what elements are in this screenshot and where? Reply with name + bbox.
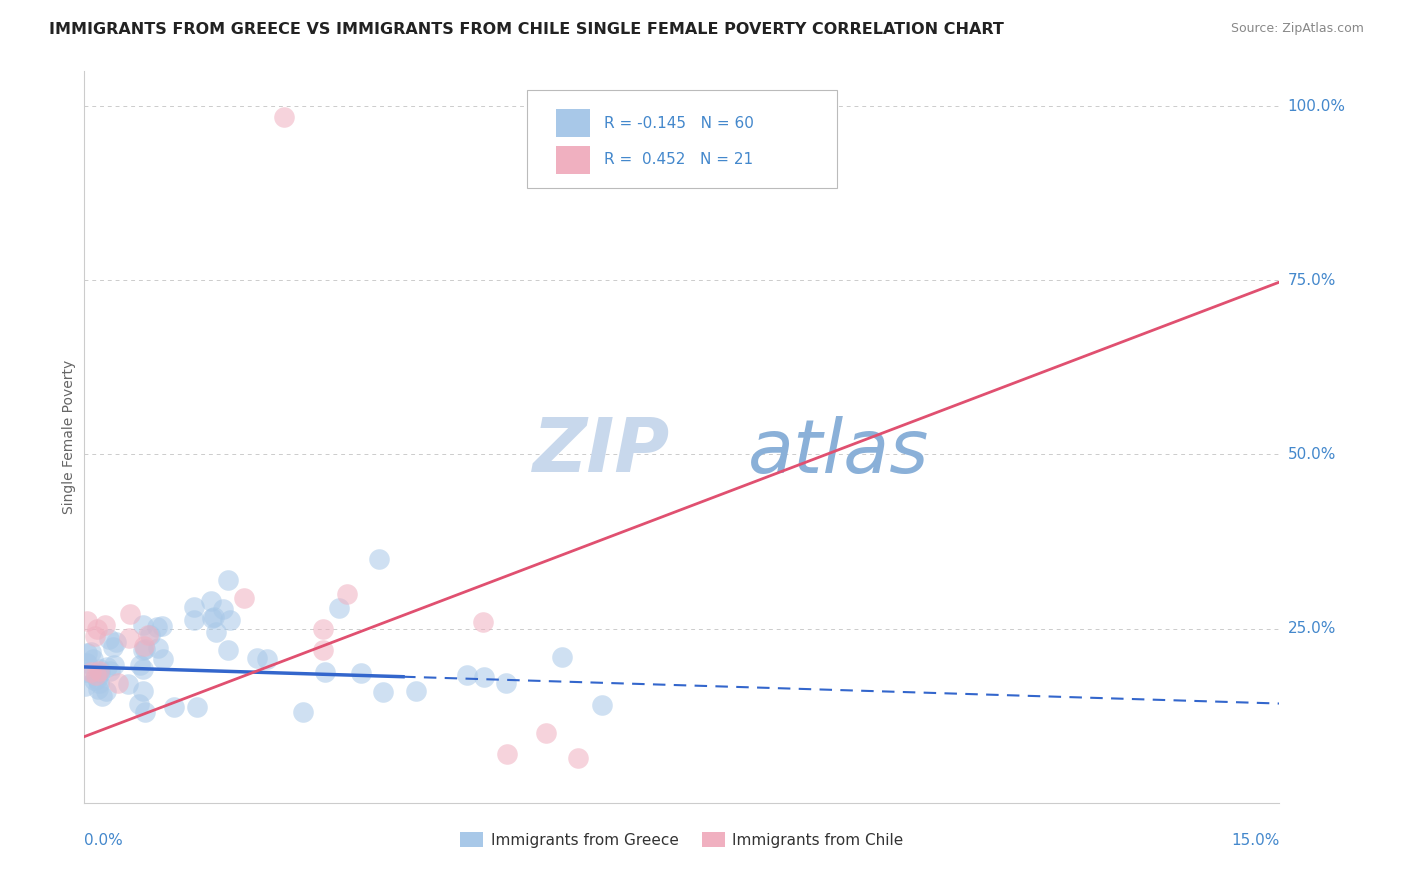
- Point: [89, 662, 111, 676]
- Text: IMMIGRANTS FROM GREECE VS IMMIGRANTS FROM CHILE SINGLE FEMALE POVERTY CORRELATIO: IMMIGRANTS FROM GREECE VS IMMIGRANTS FRO…: [49, 22, 1004, 37]
- Point: [152, 651, 174, 665]
- Point: [138, 628, 160, 642]
- Point: [75, 665, 97, 679]
- Point: [495, 747, 517, 761]
- Point: [145, 620, 167, 634]
- Point: [90, 689, 112, 703]
- Point: [567, 750, 589, 764]
- Point: [76, 646, 98, 660]
- Point: [98, 664, 121, 678]
- Point: [246, 650, 269, 665]
- Point: [472, 670, 495, 684]
- Point: [201, 611, 224, 625]
- Point: [591, 698, 613, 713]
- Text: atlas: atlas: [748, 416, 929, 488]
- Point: [87, 676, 110, 690]
- Point: [128, 657, 150, 672]
- Point: [80, 665, 103, 680]
- Point: [136, 628, 159, 642]
- Point: [128, 697, 150, 711]
- Point: [183, 600, 205, 615]
- Point: [312, 642, 335, 657]
- Point: [134, 639, 156, 653]
- Point: [212, 601, 235, 615]
- Point: [89, 665, 111, 680]
- Point: [536, 726, 558, 740]
- Point: [256, 652, 278, 666]
- Point: [86, 668, 108, 682]
- Point: [183, 614, 205, 628]
- Point: [82, 651, 104, 665]
- Point: [146, 640, 169, 655]
- Point: [134, 705, 156, 719]
- Point: [186, 700, 208, 714]
- Text: R =  0.452   N = 21: R = 0.452 N = 21: [605, 153, 754, 168]
- Point: [132, 618, 155, 632]
- Point: [104, 635, 127, 649]
- Point: [495, 676, 517, 690]
- Point: [219, 613, 242, 627]
- FancyBboxPatch shape: [557, 146, 591, 174]
- Point: [314, 665, 336, 680]
- Point: [86, 623, 108, 637]
- Point: [103, 658, 125, 673]
- Point: [202, 610, 225, 624]
- Point: [76, 657, 98, 671]
- Point: [118, 631, 141, 645]
- Point: [273, 110, 295, 124]
- Point: [117, 677, 139, 691]
- Point: [350, 665, 373, 680]
- Point: [132, 684, 155, 698]
- Point: [200, 594, 222, 608]
- Text: 75.0%: 75.0%: [1288, 273, 1336, 288]
- Text: Source: ZipAtlas.com: Source: ZipAtlas.com: [1230, 22, 1364, 36]
- Point: [368, 552, 391, 566]
- Point: [751, 113, 773, 128]
- Point: [328, 600, 350, 615]
- Point: [471, 615, 494, 629]
- Text: 50.0%: 50.0%: [1288, 447, 1336, 462]
- Point: [456, 668, 478, 682]
- Point: [94, 618, 117, 632]
- Point: [76, 614, 98, 628]
- Point: [312, 622, 335, 636]
- Point: [204, 625, 226, 640]
- Point: [103, 640, 125, 654]
- Point: [336, 587, 359, 601]
- Text: R = -0.145   N = 60: R = -0.145 N = 60: [605, 116, 754, 131]
- Text: 15.0%: 15.0%: [1232, 833, 1279, 848]
- Point: [405, 684, 427, 698]
- Text: 100.0%: 100.0%: [1288, 99, 1346, 113]
- Point: [83, 673, 105, 687]
- Point: [84, 629, 107, 643]
- Point: [87, 682, 110, 697]
- Point: [217, 643, 239, 657]
- Text: ZIP: ZIP: [533, 415, 669, 488]
- Point: [371, 685, 394, 699]
- Point: [118, 607, 141, 621]
- Point: [150, 618, 173, 632]
- Point: [86, 673, 108, 687]
- Point: [551, 649, 574, 664]
- FancyBboxPatch shape: [527, 90, 838, 188]
- Point: [232, 591, 254, 606]
- Point: [80, 645, 103, 659]
- Point: [217, 573, 239, 587]
- Point: [96, 660, 118, 674]
- Point: [87, 664, 110, 678]
- Point: [291, 705, 314, 719]
- Point: [98, 632, 121, 646]
- Text: 0.0%: 0.0%: [84, 833, 124, 848]
- Text: 25.0%: 25.0%: [1288, 621, 1336, 636]
- Y-axis label: Single Female Poverty: Single Female Poverty: [62, 360, 76, 514]
- FancyBboxPatch shape: [557, 110, 591, 137]
- Point: [163, 700, 186, 714]
- Point: [131, 663, 153, 677]
- Point: [75, 679, 97, 693]
- Point: [134, 642, 156, 657]
- Point: [131, 643, 153, 657]
- Point: [94, 684, 117, 698]
- Legend: Immigrants from Greece, Immigrants from Chile: Immigrants from Greece, Immigrants from …: [454, 825, 910, 854]
- Point: [107, 675, 129, 690]
